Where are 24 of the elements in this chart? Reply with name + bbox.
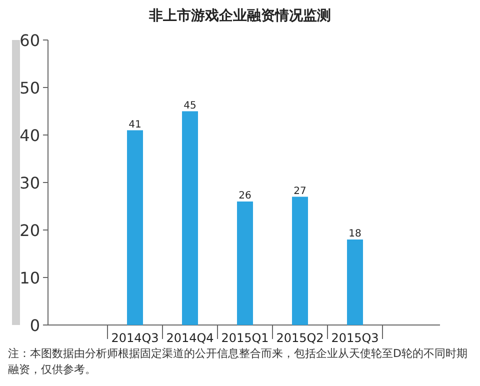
y-tick-label: 30 — [20, 174, 40, 192]
data-label: 45 — [184, 100, 196, 112]
y-tick-label: 40 — [20, 126, 40, 145]
bar — [292, 196, 308, 325]
chart-title: 非上市游戏企业融资情况监测 — [148, 7, 331, 24]
data-label: 18 — [348, 228, 362, 240]
x-tick-label: 2015Q3 — [331, 331, 379, 345]
y-tick-label: 20 — [20, 221, 40, 240]
x-tick-label: 2014Q4 — [166, 331, 214, 345]
y-tick-label: 10 — [20, 268, 40, 288]
bar — [347, 240, 363, 325]
data-label: 27 — [294, 186, 306, 197]
x-tick-label: 2015Q1 — [221, 331, 269, 345]
y-tick-label: 60 — [20, 31, 40, 50]
bar — [182, 111, 198, 325]
data-label: 26 — [238, 190, 252, 202]
bar — [237, 202, 253, 325]
y-tick-label: 0 — [30, 316, 40, 335]
y-tick-label: 50 — [20, 78, 40, 98]
data-label: 41 — [128, 119, 142, 130]
text: 注：本图数据由分析师根据固定渠道的公开信息整合而来，包括企业从天使轮至D轮的不同时期融资，仅供参考。 — [8, 346, 468, 378]
bar — [127, 130, 143, 325]
x-tick-label: 2015Q2 — [276, 331, 324, 345]
x-tick-label: 2014Q3 — [111, 331, 159, 345]
